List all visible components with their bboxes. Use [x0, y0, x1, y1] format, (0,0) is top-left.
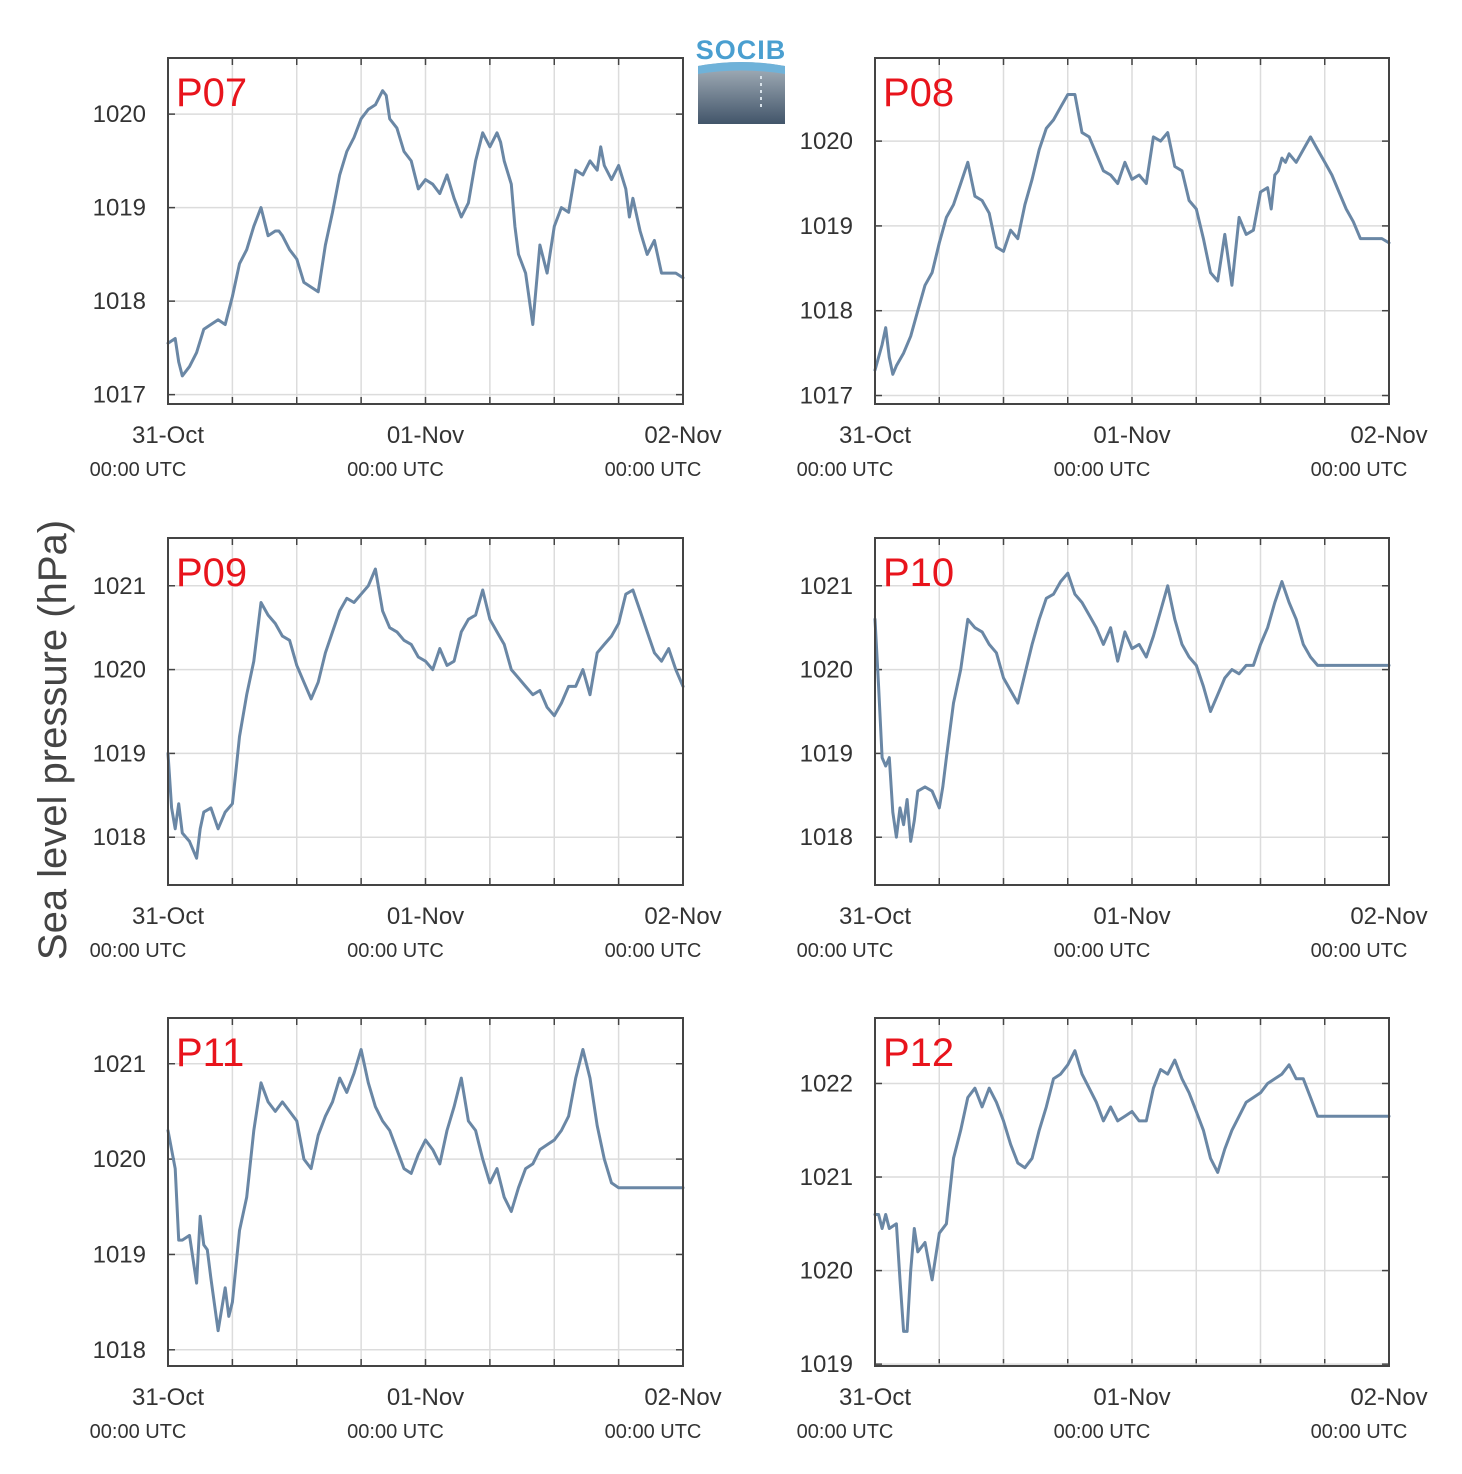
- x-tick-sublabel: 00:00 UTC: [90, 459, 187, 481]
- y-tick-label: 1021: [800, 573, 853, 600]
- x-tick-sublabel: 00:00 UTC: [90, 940, 187, 962]
- y-tick-label: 1017: [93, 382, 146, 409]
- y-tick-label: 1018: [93, 1337, 146, 1364]
- pressure-line: [873, 93, 1391, 376]
- pressure-line: [166, 567, 685, 860]
- x-tick-label: 31-Oct: [839, 903, 911, 930]
- y-tick-label: 1018: [93, 824, 146, 851]
- x-tick-label: 01-Nov: [1093, 903, 1170, 930]
- pressure-line: [873, 571, 1391, 843]
- x-tick-label: 02-Nov: [644, 1384, 721, 1411]
- y-tick-label: 1021: [93, 1051, 146, 1078]
- x-tick-label: 02-Nov: [644, 903, 721, 930]
- y-tick-label: 1021: [93, 573, 146, 600]
- x-tick-sublabel: 00:00 UTC: [90, 1421, 187, 1443]
- plot-frame: [167, 1017, 684, 1367]
- x-tick-sublabel: 00:00 UTC: [1311, 940, 1408, 962]
- x-tick-sublabel: 00:00 UTC: [605, 940, 702, 962]
- x-tick-label: 02-Nov: [1350, 903, 1427, 930]
- y-tick-label: 1021: [800, 1164, 853, 1191]
- x-tick-sublabel: 00:00 UTC: [797, 940, 894, 962]
- y-tick-label: 1020: [93, 101, 146, 128]
- x-tick-sublabel: 00:00 UTC: [797, 459, 894, 481]
- pressure-line: [873, 1049, 1391, 1333]
- x-tick-sublabel: 00:00 UTC: [797, 1421, 894, 1443]
- y-tick-label: 1019: [93, 195, 146, 222]
- y-tick-label: 1019: [800, 1351, 853, 1378]
- x-tick-label: 31-Oct: [839, 1384, 911, 1411]
- x-tick-label: 01-Nov: [1093, 422, 1170, 449]
- x-tick-label: 31-Oct: [132, 422, 204, 449]
- x-tick-sublabel: 00:00 UTC: [347, 459, 444, 481]
- x-tick-sublabel: 00:00 UTC: [605, 1421, 702, 1443]
- x-tick-sublabel: 00:00 UTC: [1054, 940, 1151, 962]
- x-tick-sublabel: 00:00 UTC: [1054, 1421, 1151, 1443]
- pressure-line: [166, 89, 685, 378]
- chart-panel-p10: 1018 1019 1020 1021 P10 31-Oct 00:00 UTC 01-Nov…: [797, 537, 1428, 962]
- y-tick-label: 1018: [800, 298, 853, 325]
- panel-title: P07: [176, 71, 247, 115]
- x-tick-sublabel: 00:00 UTC: [1054, 459, 1151, 481]
- y-tick-label: 1019: [93, 740, 146, 767]
- socib-logo: SOCIB: [696, 35, 787, 124]
- chart-panel-p09: 1018 1019 1020 1021 P09 31-Oct 00:00 UTC 01-Nov…: [90, 537, 722, 962]
- plot-frame: [874, 537, 1390, 886]
- panel-title: P08: [883, 71, 954, 115]
- chart-panel-p12: 1019 1020 1021 1022 P12 31-Oct 00:00 UTC 01-Nov…: [797, 1017, 1428, 1443]
- y-tick-label: 1019: [800, 213, 853, 240]
- x-tick-label: 02-Nov: [1350, 422, 1427, 449]
- x-tick-label: 01-Nov: [387, 422, 464, 449]
- y-tick-label: 1017: [800, 383, 853, 410]
- y-tick-label: 1018: [800, 824, 853, 851]
- x-tick-label: 31-Oct: [132, 903, 204, 930]
- y-tick-label: 1020: [800, 1258, 853, 1285]
- y-tick-label: 1020: [800, 128, 853, 155]
- x-tick-label: 31-Oct: [132, 1384, 204, 1411]
- y-tick-label: 1019: [800, 740, 853, 767]
- x-tick-sublabel: 00:00 UTC: [347, 1421, 444, 1443]
- x-tick-sublabel: 00:00 UTC: [1311, 1421, 1408, 1443]
- plot-frame: [874, 1017, 1390, 1367]
- plot-frame: [874, 57, 1390, 405]
- panel-title: P11: [176, 1031, 244, 1075]
- panel-title: P10: [883, 551, 954, 595]
- panel-title: P12: [883, 1031, 954, 1075]
- y-tick-label: 1020: [93, 657, 146, 684]
- plot-frame: [167, 537, 684, 886]
- plot-frame: [167, 57, 684, 405]
- y-tick-label: 1022: [800, 1070, 853, 1097]
- x-tick-sublabel: 00:00 UTC: [605, 459, 702, 481]
- x-tick-label: 02-Nov: [1350, 1384, 1427, 1411]
- y-tick-label: 1020: [93, 1146, 146, 1173]
- y-tick-label: 1018: [93, 288, 146, 315]
- chart-panel-p08: 1017 1018 1019 1020 P08 31-Oct 00:00 UTC 01-Nov…: [797, 57, 1428, 481]
- x-tick-label: 01-Nov: [387, 903, 464, 930]
- y-tick-label: 1020: [800, 657, 853, 684]
- x-tick-label: 01-Nov: [387, 1384, 464, 1411]
- x-tick-label: 02-Nov: [644, 422, 721, 449]
- panel-title: P09: [176, 551, 247, 595]
- chart-panel-p11: 1018 1019 1020 1021 P11 31-Oct 00:00 UTC 01-Nov…: [90, 1017, 722, 1443]
- y-axis-label: Sea level pressure (hPa): [31, 520, 75, 960]
- x-tick-label: 31-Oct: [839, 422, 911, 449]
- y-tick-label: 1019: [93, 1241, 146, 1268]
- pressure-line: [166, 1048, 685, 1333]
- x-tick-sublabel: 00:00 UTC: [347, 940, 444, 962]
- logo-text: SOCIB: [696, 35, 787, 65]
- x-tick-label: 01-Nov: [1093, 1384, 1170, 1411]
- chart-panel-p07: 1017 1018 1019 1020 P07 31-Oct 00:00 UTC 01-Nov…: [90, 57, 722, 481]
- x-tick-sublabel: 00:00 UTC: [1311, 459, 1408, 481]
